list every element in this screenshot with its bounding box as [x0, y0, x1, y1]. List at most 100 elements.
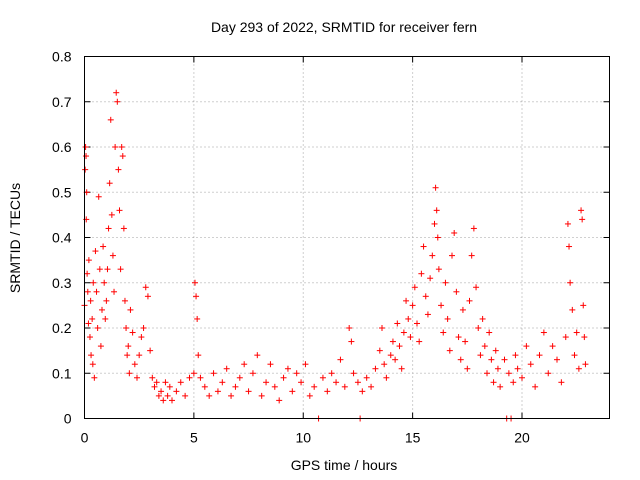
data-point: [254, 352, 261, 359]
data-point: [109, 252, 116, 259]
data-point: [289, 388, 296, 395]
data-point: [416, 338, 423, 345]
data-point: [223, 365, 230, 372]
data-point: [228, 392, 235, 399]
data-point: [144, 293, 151, 300]
data-point: [195, 352, 202, 359]
data-point: [379, 325, 385, 331]
data-point: [403, 297, 410, 304]
data-point: [126, 370, 133, 377]
data-point: [107, 116, 114, 123]
data-point: [298, 379, 305, 386]
data-point: [89, 361, 96, 368]
y-tick-labels: 0 0.1 0.2 0.3 0.4 0.5 0.6 0.7 0.8: [52, 49, 72, 427]
data-point: [337, 356, 344, 363]
data-point: [84, 288, 91, 295]
data-point: [575, 365, 582, 372]
data-point: [580, 302, 587, 309]
data-point: [124, 352, 131, 359]
data-point: [186, 374, 193, 381]
data-point: [236, 374, 243, 381]
data-point: [306, 392, 313, 399]
data-point: [271, 383, 278, 390]
x-tick-label: 5: [190, 430, 198, 446]
data-point: [162, 379, 169, 386]
data-point: [106, 180, 113, 187]
data-point: [94, 325, 101, 331]
data-point: [85, 257, 92, 264]
data-point: [368, 383, 375, 390]
data-point: [477, 352, 484, 359]
data-point: [363, 374, 370, 381]
data-point: [333, 379, 340, 386]
data-point: [354, 379, 361, 386]
y-tick-label: 0.8: [52, 49, 72, 65]
data-point: [387, 352, 394, 359]
data-point: [449, 252, 455, 259]
data-point: [396, 343, 403, 350]
data-point: [492, 347, 499, 354]
data-point: [96, 266, 103, 273]
data-point: [505, 370, 512, 377]
data-point: [328, 370, 335, 377]
data-point: [103, 297, 110, 304]
data-point: [519, 374, 525, 381]
data-point: [284, 365, 291, 372]
data-point: [571, 352, 578, 359]
data-point: [453, 288, 460, 295]
data-point: [536, 352, 543, 359]
data-point: [93, 288, 100, 295]
data-point: [407, 334, 414, 341]
data-point: [464, 365, 471, 372]
data-point: [400, 329, 407, 336]
data-point: [117, 266, 124, 273]
data-points: [81, 89, 589, 422]
data-point: [429, 252, 436, 259]
data-point: [131, 361, 138, 368]
data-point: [494, 365, 501, 372]
data-point: [484, 370, 490, 377]
data-point: [569, 306, 576, 313]
data-point: [263, 379, 270, 386]
data-point: [527, 361, 534, 368]
data-point: [166, 383, 173, 390]
data-point: [153, 379, 160, 386]
data-point: [193, 293, 200, 300]
data-point: [573, 329, 580, 336]
data-point: [394, 320, 401, 327]
data-point: [293, 370, 300, 377]
data-point: [424, 311, 431, 318]
data-point: [136, 352, 143, 359]
data-point: [142, 284, 149, 291]
data-point: [455, 334, 462, 341]
data-point: [442, 279, 449, 286]
data-point: [82, 166, 89, 173]
data-point: [158, 388, 165, 395]
data-point: [468, 252, 475, 259]
data-point: [197, 374, 204, 381]
data-point: [432, 184, 439, 191]
data-point: [459, 306, 466, 313]
y-tick-label: 0.3: [52, 275, 72, 291]
data-point: [138, 334, 145, 341]
data-point: [121, 297, 128, 304]
data-point: [581, 334, 588, 341]
data-point: [219, 379, 226, 386]
data-point: [540, 329, 547, 336]
data-point: [90, 279, 97, 286]
data-point: [127, 306, 134, 313]
data-point: [191, 279, 198, 286]
data-point: [147, 347, 154, 354]
data-point: [418, 270, 425, 277]
data-point: [578, 207, 585, 214]
data-point: [501, 356, 508, 363]
data-point: [169, 397, 175, 404]
x-tick-labels: 0 5 10 15 20: [81, 430, 530, 446]
data-point: [470, 225, 477, 232]
y-tick-label: 0.4: [52, 230, 72, 246]
data-point: [113, 89, 120, 96]
data-point: [341, 383, 348, 390]
data-point: [100, 243, 107, 250]
data-point: [120, 225, 127, 232]
data-point: [210, 370, 217, 377]
